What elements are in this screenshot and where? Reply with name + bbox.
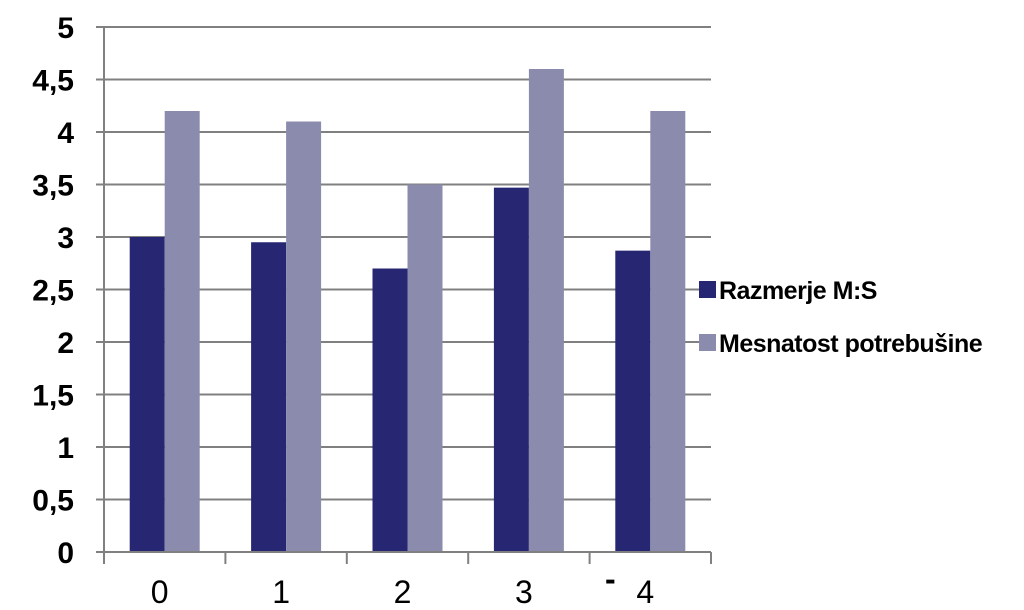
stray-mark: - bbox=[605, 561, 616, 597]
y-tick-label: 3,5 bbox=[32, 170, 74, 203]
legend: Razmerje M:S Mesnatost potrebušine bbox=[699, 277, 983, 358]
y-axis-tick-labels: 0 0,5 1 1,5 2 2,5 3 3,5 4 4,5 5 bbox=[32, 12, 74, 570]
y-tick-label: 4 bbox=[57, 117, 74, 150]
y-tick-label: 2,5 bbox=[32, 275, 74, 308]
legend-label: Mesnatost potrebušine bbox=[719, 330, 983, 358]
bar-mesnatost bbox=[650, 111, 686, 552]
x-tick-label: 3 bbox=[515, 574, 533, 610]
y-tick-label: 3 bbox=[57, 222, 74, 255]
bar-razmerje bbox=[372, 268, 408, 552]
legend-label: Razmerje M:S bbox=[719, 277, 877, 305]
x-tick-label: 0 bbox=[151, 574, 169, 610]
bars bbox=[129, 69, 686, 552]
legend-swatch bbox=[699, 281, 716, 298]
bar-razmerje bbox=[615, 250, 651, 552]
bar-mesnatost bbox=[407, 184, 443, 552]
y-tick-label: 1 bbox=[57, 432, 74, 465]
y-tick-label: 0,5 bbox=[32, 485, 74, 518]
y-tick-label: 5 bbox=[57, 12, 74, 45]
y-tick-label: 1,5 bbox=[32, 380, 74, 413]
y-tick-label: 2 bbox=[57, 327, 74, 360]
axes bbox=[103, 27, 712, 564]
bar-mesnatost bbox=[164, 111, 200, 552]
legend-swatch bbox=[699, 334, 716, 351]
bar-razmerje bbox=[251, 242, 287, 552]
bar-mesnatost bbox=[528, 69, 564, 552]
bar-razmerje bbox=[129, 237, 165, 552]
x-axis-tick-labels: 0 1 2 3 4 bbox=[151, 574, 654, 610]
bar-mesnatost bbox=[286, 121, 322, 552]
y-tick-label: 0 bbox=[57, 537, 74, 570]
x-tick-label: 4 bbox=[636, 574, 654, 610]
bar-razmerje bbox=[493, 187, 529, 552]
x-tick-label: 2 bbox=[394, 574, 412, 610]
y-tick-label: 4,5 bbox=[32, 65, 74, 98]
x-tick-label: 1 bbox=[272, 574, 290, 610]
